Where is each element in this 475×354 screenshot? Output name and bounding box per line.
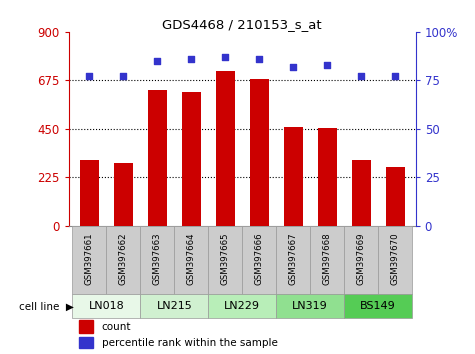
Point xyxy=(323,62,331,68)
Bar xyxy=(318,128,337,225)
Text: LN229: LN229 xyxy=(224,301,260,311)
Point xyxy=(120,74,127,79)
Bar xyxy=(80,160,99,225)
Bar xyxy=(79,337,93,348)
Bar xyxy=(140,295,208,318)
Bar xyxy=(208,295,276,318)
Text: GSM397663: GSM397663 xyxy=(153,232,162,285)
Title: GDS4468 / 210153_s_at: GDS4468 / 210153_s_at xyxy=(162,18,322,31)
Bar xyxy=(106,225,140,295)
Text: GSM397667: GSM397667 xyxy=(289,232,298,285)
Point xyxy=(391,74,399,79)
Text: percentile rank within the sample: percentile rank within the sample xyxy=(102,338,278,348)
Text: GSM397669: GSM397669 xyxy=(357,233,366,285)
Text: BS149: BS149 xyxy=(361,301,396,311)
Text: GSM397668: GSM397668 xyxy=(323,232,332,285)
Text: GSM397665: GSM397665 xyxy=(221,232,230,285)
Bar xyxy=(250,79,268,225)
Text: GSM397662: GSM397662 xyxy=(119,232,128,285)
Text: LN319: LN319 xyxy=(293,301,328,311)
Bar xyxy=(148,90,167,225)
Bar xyxy=(114,163,133,225)
Text: count: count xyxy=(102,322,131,332)
Text: GSM397664: GSM397664 xyxy=(187,232,196,285)
Text: GSM397670: GSM397670 xyxy=(391,232,400,285)
Bar xyxy=(216,70,235,225)
Bar xyxy=(174,225,208,295)
Bar xyxy=(284,127,303,225)
Bar xyxy=(310,225,344,295)
Bar xyxy=(72,225,106,295)
Bar xyxy=(344,295,412,318)
Bar xyxy=(352,160,371,225)
Bar xyxy=(72,295,140,318)
Bar xyxy=(344,225,378,295)
Bar xyxy=(208,225,242,295)
Text: LN018: LN018 xyxy=(88,301,124,311)
Bar xyxy=(242,225,276,295)
Text: cell line  ▶: cell line ▶ xyxy=(19,301,74,311)
Bar xyxy=(378,225,412,295)
Text: GSM397661: GSM397661 xyxy=(85,232,94,285)
Point xyxy=(188,56,195,62)
Point xyxy=(357,74,365,79)
Bar xyxy=(182,92,200,225)
Bar xyxy=(276,225,310,295)
Bar xyxy=(79,320,93,333)
Point xyxy=(221,54,229,60)
Text: GSM397666: GSM397666 xyxy=(255,232,264,285)
Bar xyxy=(386,167,405,225)
Point xyxy=(289,64,297,70)
Point xyxy=(86,74,93,79)
Text: LN215: LN215 xyxy=(156,301,192,311)
Bar xyxy=(276,295,344,318)
Point xyxy=(153,58,161,64)
Bar xyxy=(140,225,174,295)
Point xyxy=(256,56,263,62)
